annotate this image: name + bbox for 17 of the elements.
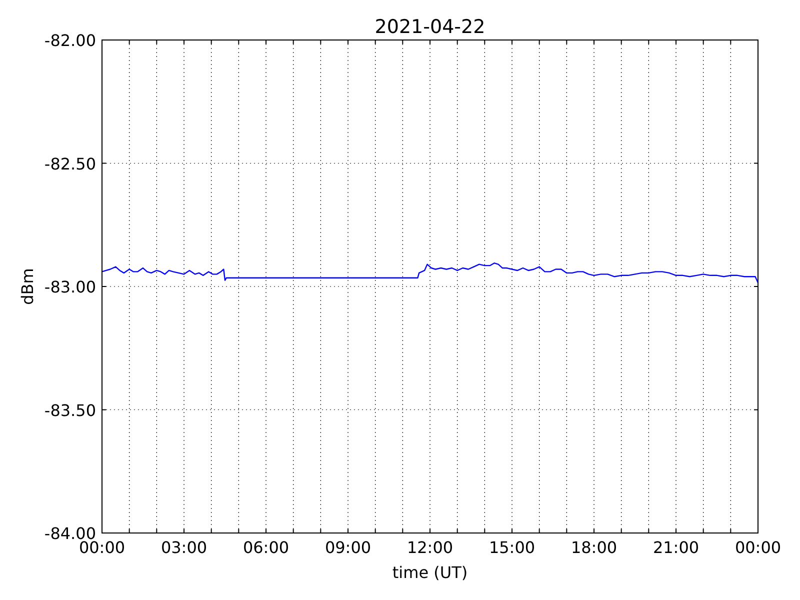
x-tick-label: 12:00 [406,538,454,557]
x-tick-label: 21:00 [652,538,700,557]
x-tick-label: 18:00 [570,538,618,557]
y-tick-label: -83.00 [44,278,96,296]
x-tick-label: 09:00 [324,538,372,557]
y-tick-label: -82.50 [44,154,96,174]
x-tick-label: 06:00 [242,538,290,557]
x-tick-label: 00:00 [78,538,126,557]
x-tick-label: 00:00 [734,538,782,557]
y-tick-label: -82.00 [44,31,96,50]
y-tick-label: -83.50 [44,400,96,420]
x-tick-label: 15:00 [488,538,536,557]
chart-title: 2021-04-22 [374,16,486,38]
y-axis-title: dBm [18,268,37,305]
x-axis-title: time (UT) [392,563,468,582]
x-tick-label: 03:00 [160,538,208,557]
line-series [101,262,759,284]
